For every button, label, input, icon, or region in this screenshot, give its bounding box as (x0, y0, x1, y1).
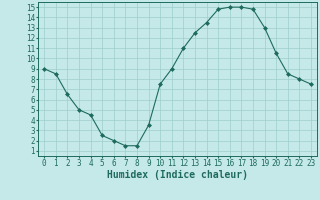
X-axis label: Humidex (Indice chaleur): Humidex (Indice chaleur) (107, 170, 248, 180)
